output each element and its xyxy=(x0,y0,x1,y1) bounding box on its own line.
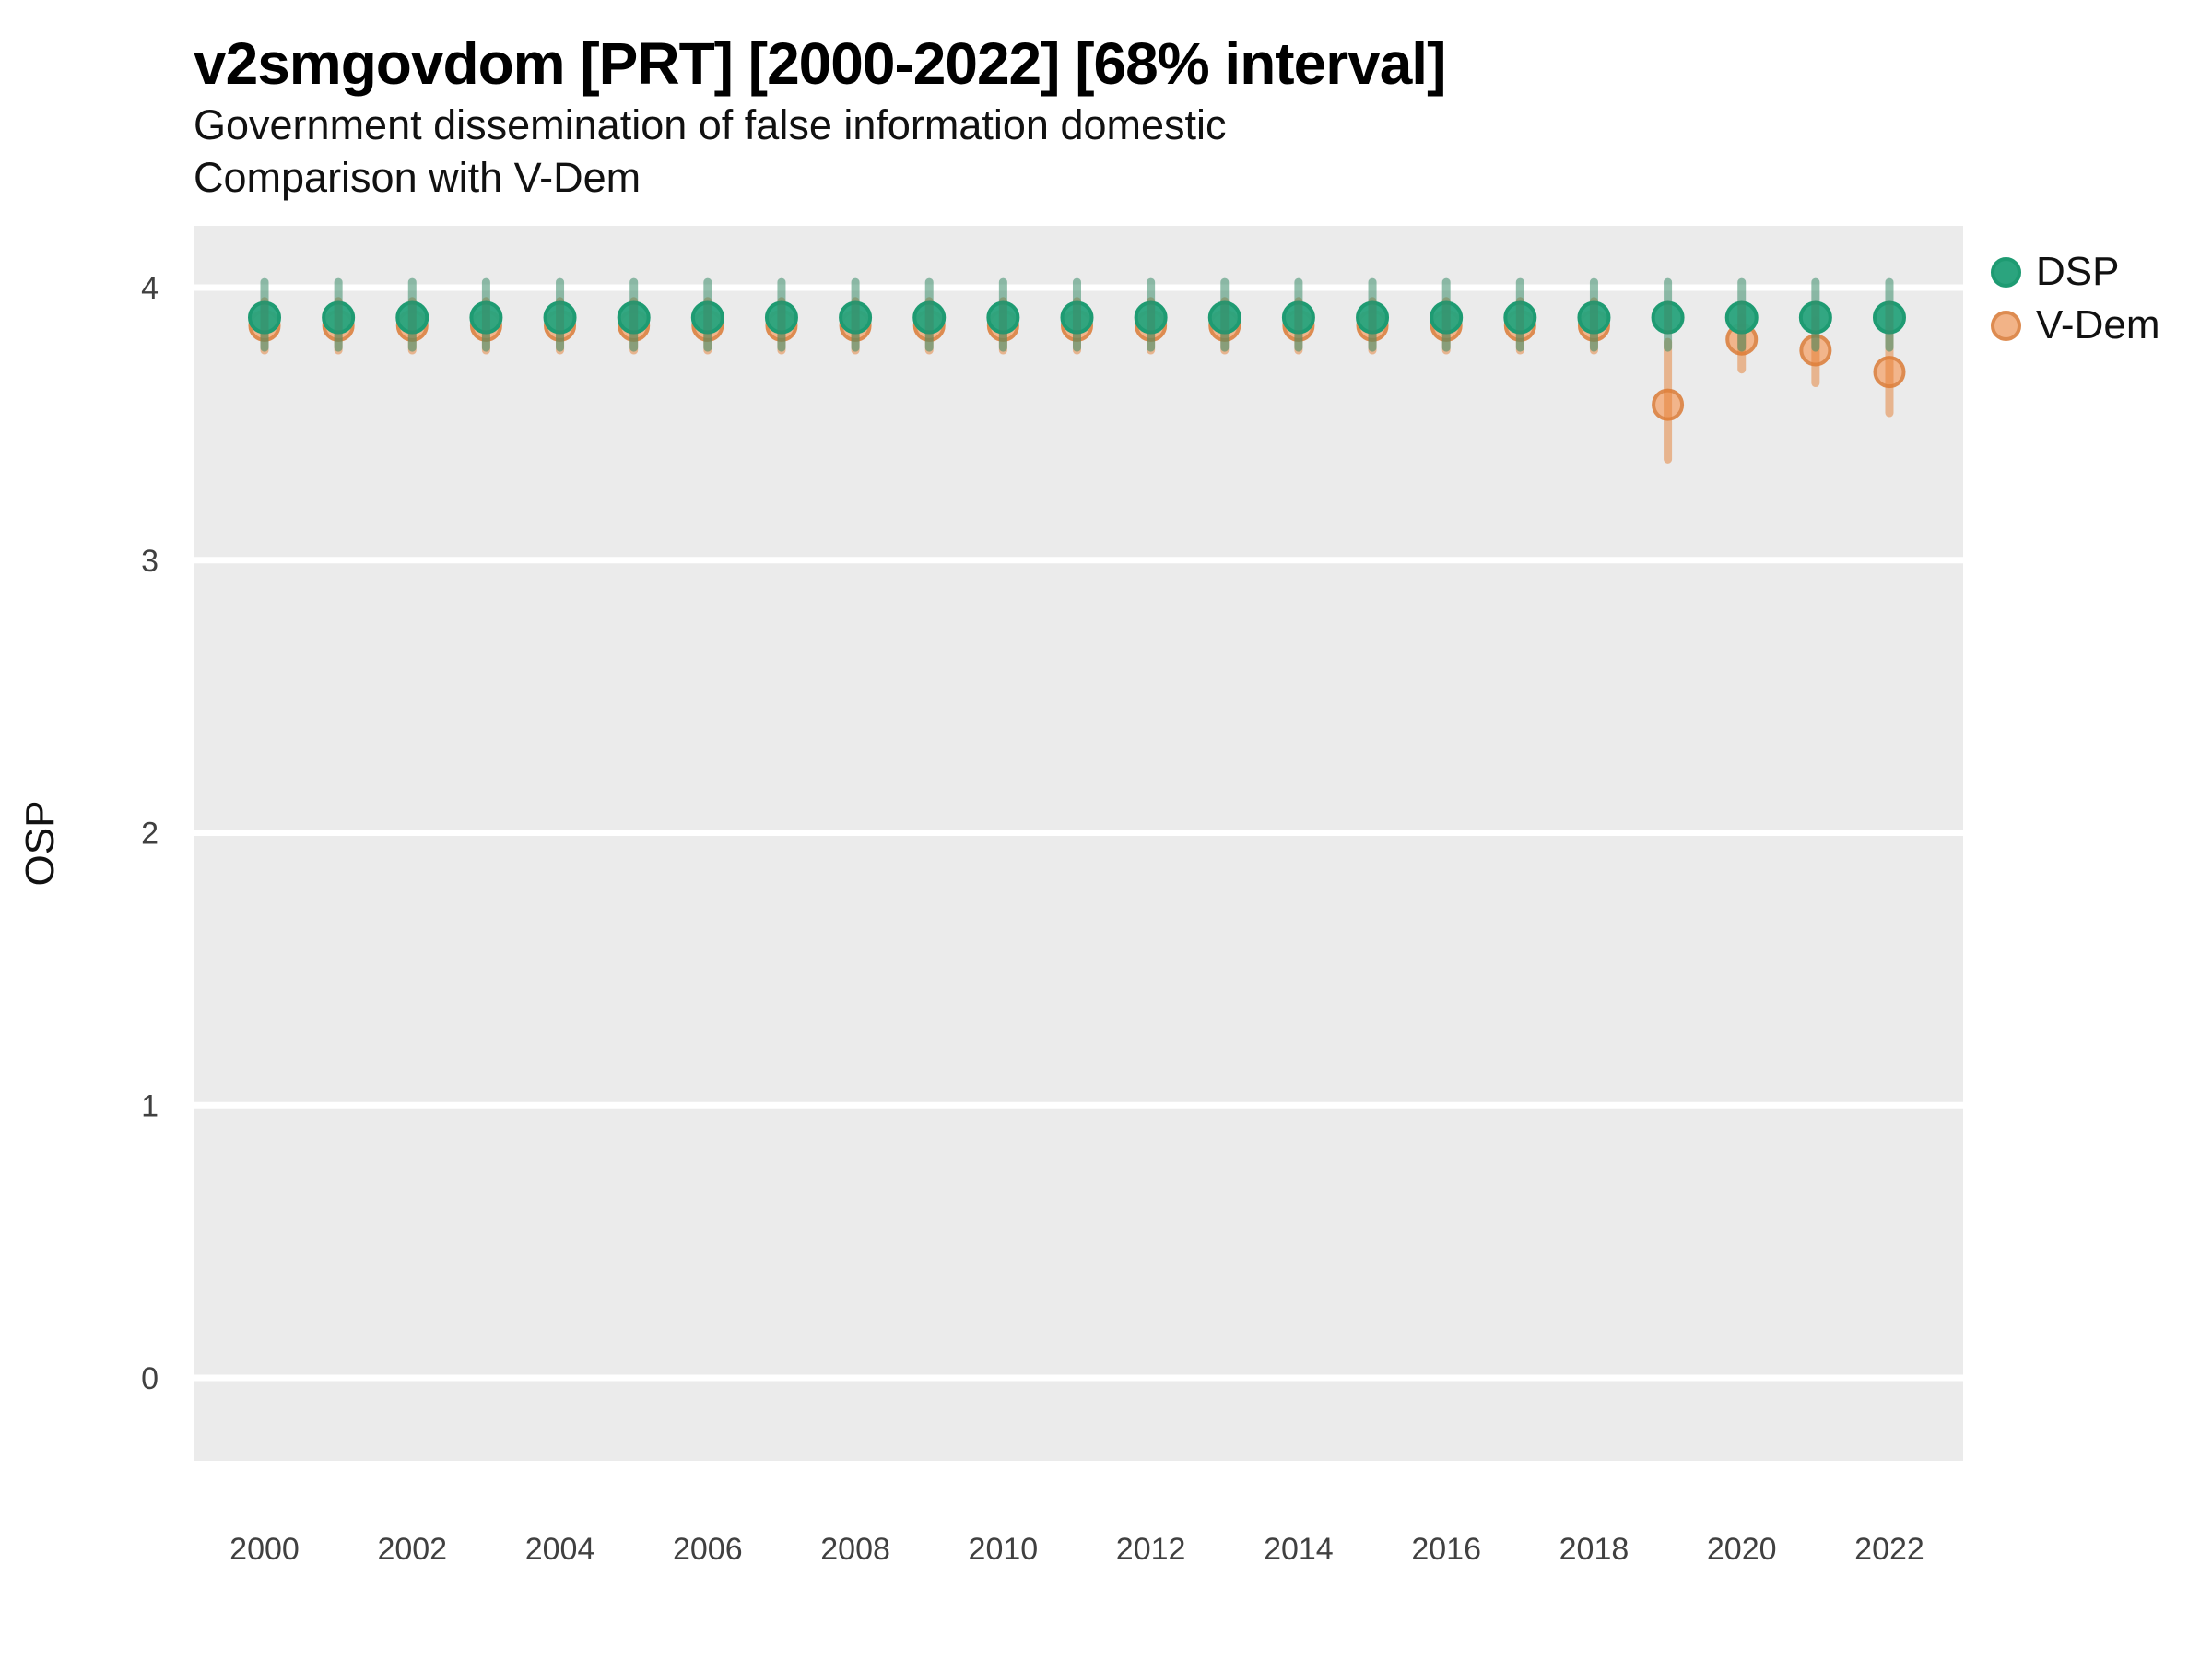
x-tick-label-2006: 2006 xyxy=(673,1532,743,1567)
x-tick-label-2004: 2004 xyxy=(525,1532,595,1567)
y-tick-label-1: 1 xyxy=(141,1088,159,1124)
x-tick-label-2012: 2012 xyxy=(1116,1532,1186,1567)
plot-panel xyxy=(194,226,1963,1461)
legend-item-vdem: V-Dem xyxy=(1991,302,2160,347)
x-tick-label-2002: 2002 xyxy=(377,1532,447,1567)
y-tick-label-4: 4 xyxy=(141,271,159,306)
legend: DSP V-Dem xyxy=(1991,249,2160,347)
legend-key-vdem-circle xyxy=(1991,310,2021,341)
legend-label-dsp: DSP xyxy=(2036,249,2120,294)
x-tick-label-2000: 2000 xyxy=(229,1532,300,1567)
x-tick-label-2016: 2016 xyxy=(1411,1532,1481,1567)
x-tick-label-2010: 2010 xyxy=(969,1532,1039,1567)
x-tick-label-2008: 2008 xyxy=(820,1532,890,1567)
x-tick-label-2018: 2018 xyxy=(1559,1532,1630,1567)
x-tick-label-2020: 2020 xyxy=(1707,1532,1777,1567)
chart-subtitle-line1: Government dissemination of false inform… xyxy=(194,101,1227,148)
legend-key-dsp-circle xyxy=(1991,256,2021,288)
y-tick-label-3: 3 xyxy=(141,544,159,579)
chart-subtitle-line2: Comparison with V-Dem xyxy=(194,154,641,201)
legend-item-dsp: DSP xyxy=(1991,249,2159,294)
x-tick-label-2022: 2022 xyxy=(1854,1532,1924,1567)
legend-label-vdem: V-Dem xyxy=(2036,302,2160,347)
chart-title: v2smgovdom [PRT] [2000-2022] [68% interv… xyxy=(194,30,1446,97)
x-tick-label-2014: 2014 xyxy=(1264,1532,1334,1567)
y-axis-title: OSP xyxy=(18,801,63,887)
y-tick-label-0: 0 xyxy=(141,1361,159,1396)
y-tick-label-2: 2 xyxy=(141,817,159,852)
